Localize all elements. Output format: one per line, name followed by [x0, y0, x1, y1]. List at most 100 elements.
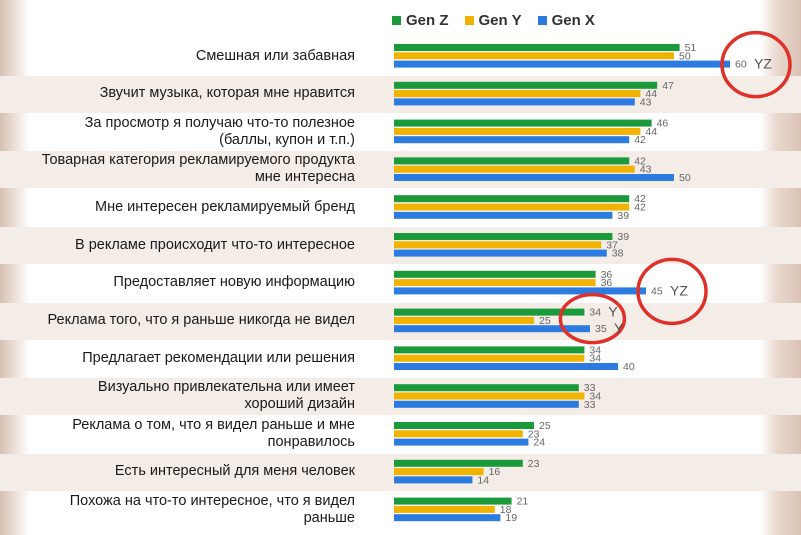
- data-label: 34: [589, 344, 601, 356]
- data-label: 25: [539, 315, 551, 327]
- category-label: Визуально привлекательна или имеет хорош…: [97, 379, 355, 413]
- data-label: 23: [528, 428, 540, 440]
- data-label: 24: [533, 437, 545, 449]
- data-label: 33: [584, 399, 596, 411]
- highlight-circle: [636, 257, 708, 326]
- bar: [394, 497, 512, 505]
- data-label: 43: [640, 96, 652, 108]
- bar: [394, 514, 501, 522]
- data-label: 35: [595, 323, 607, 335]
- data-label: 42: [634, 134, 646, 146]
- legend-item: Gen Z: [392, 10, 449, 30]
- category-label: Предлагает рекомендации или решения: [82, 349, 355, 366]
- bar: [394, 287, 646, 295]
- data-label: 42: [634, 155, 646, 167]
- category-label: За просмотр я получаю что-то полезное (б…: [84, 114, 355, 148]
- data-label: 42: [634, 193, 646, 205]
- category-label: Есть интересный для меня человек: [114, 463, 355, 480]
- bar: [394, 127, 641, 135]
- bar: [394, 174, 674, 181]
- legend-swatch: [392, 15, 401, 25]
- data-label: 36: [601, 277, 613, 289]
- category-label: Звучит музыка, которая мне нравится: [99, 85, 355, 102]
- bar: [394, 44, 680, 51]
- bar: [394, 316, 534, 324]
- bar: [394, 249, 607, 257]
- highlight-circle: [720, 30, 792, 99]
- legend-swatch: [537, 15, 547, 25]
- bar: [394, 165, 635, 173]
- data-label: 16: [489, 466, 501, 478]
- data-label: 47: [662, 80, 674, 92]
- bar: [394, 430, 523, 438]
- bar: [394, 438, 529, 446]
- highlight-circle: [558, 292, 627, 345]
- data-label: 19: [505, 512, 517, 524]
- legend-label: Gen Y: [478, 11, 522, 29]
- legend-item: Gen X: [537, 10, 595, 30]
- data-label: 50: [679, 172, 691, 184]
- bar: [394, 354, 585, 362]
- data-label: 37: [606, 239, 618, 251]
- bar: [394, 270, 596, 278]
- legend-swatch: [464, 15, 474, 25]
- bar: [394, 241, 602, 249]
- bar: [394, 384, 579, 392]
- data-label: 44: [645, 88, 657, 100]
- legend-item: Gen Y: [464, 10, 522, 30]
- data-label: 45: [651, 285, 663, 297]
- bar: [394, 136, 630, 144]
- annotation-label: Y: [614, 320, 624, 336]
- bar: [394, 203, 630, 211]
- bar: [394, 52, 674, 60]
- data-label: 23: [528, 458, 540, 470]
- bar: [394, 81, 658, 89]
- bar: [394, 157, 630, 165]
- category-label: Товарная категория рекламируемого продук…: [41, 152, 355, 186]
- data-label: 44: [645, 126, 657, 138]
- data-label: 33: [584, 382, 596, 394]
- annotation-label: YZ: [670, 282, 688, 298]
- category-label: Предоставляет новую информацию: [113, 274, 355, 291]
- bar: [394, 325, 590, 333]
- annotation-label: Y: [608, 304, 618, 320]
- bar: [394, 468, 484, 476]
- annotation-label: YZ: [754, 56, 772, 72]
- legend-label: Gen Z: [406, 11, 449, 29]
- data-label: 14: [477, 474, 489, 486]
- data-label: 39: [617, 231, 629, 243]
- bar: [394, 98, 635, 106]
- data-label: 60: [735, 59, 747, 71]
- category-label: Реклама о том, что я видел раньше и мне …: [72, 417, 355, 450]
- data-label: 36: [601, 269, 613, 281]
- data-label: 38: [612, 248, 624, 260]
- bar: [394, 422, 534, 429]
- bar: [394, 400, 579, 408]
- bar: [394, 346, 585, 354]
- data-label: 25: [539, 420, 551, 432]
- data-label: 34: [589, 353, 601, 365]
- bar: [394, 279, 596, 287]
- bar: [394, 60, 730, 68]
- bar: [394, 363, 618, 370]
- data-label: 43: [640, 164, 652, 176]
- bar: [394, 211, 613, 219]
- data-label: 21: [517, 496, 529, 508]
- category-label: Смешная или забавная: [195, 47, 355, 64]
- data-label: 42: [634, 202, 646, 214]
- category-label: Похожа на что-то интересное, что я видел…: [69, 492, 355, 526]
- data-label: 50: [679, 50, 691, 62]
- bar: [394, 392, 585, 400]
- data-label: 40: [623, 361, 635, 373]
- legend: Gen Z Gen Y Gen X: [392, 10, 595, 30]
- bar: [394, 233, 613, 240]
- bar: [394, 476, 473, 484]
- category-label: Реклама того, что я раньше никогда не ви…: [47, 312, 355, 329]
- bar: [394, 505, 495, 513]
- bar: [394, 90, 641, 98]
- category-label: В рекламе происходит что-то интересное: [75, 236, 355, 253]
- data-label: 51: [685, 42, 697, 54]
- data-label: 34: [589, 307, 601, 319]
- bar: [394, 308, 585, 316]
